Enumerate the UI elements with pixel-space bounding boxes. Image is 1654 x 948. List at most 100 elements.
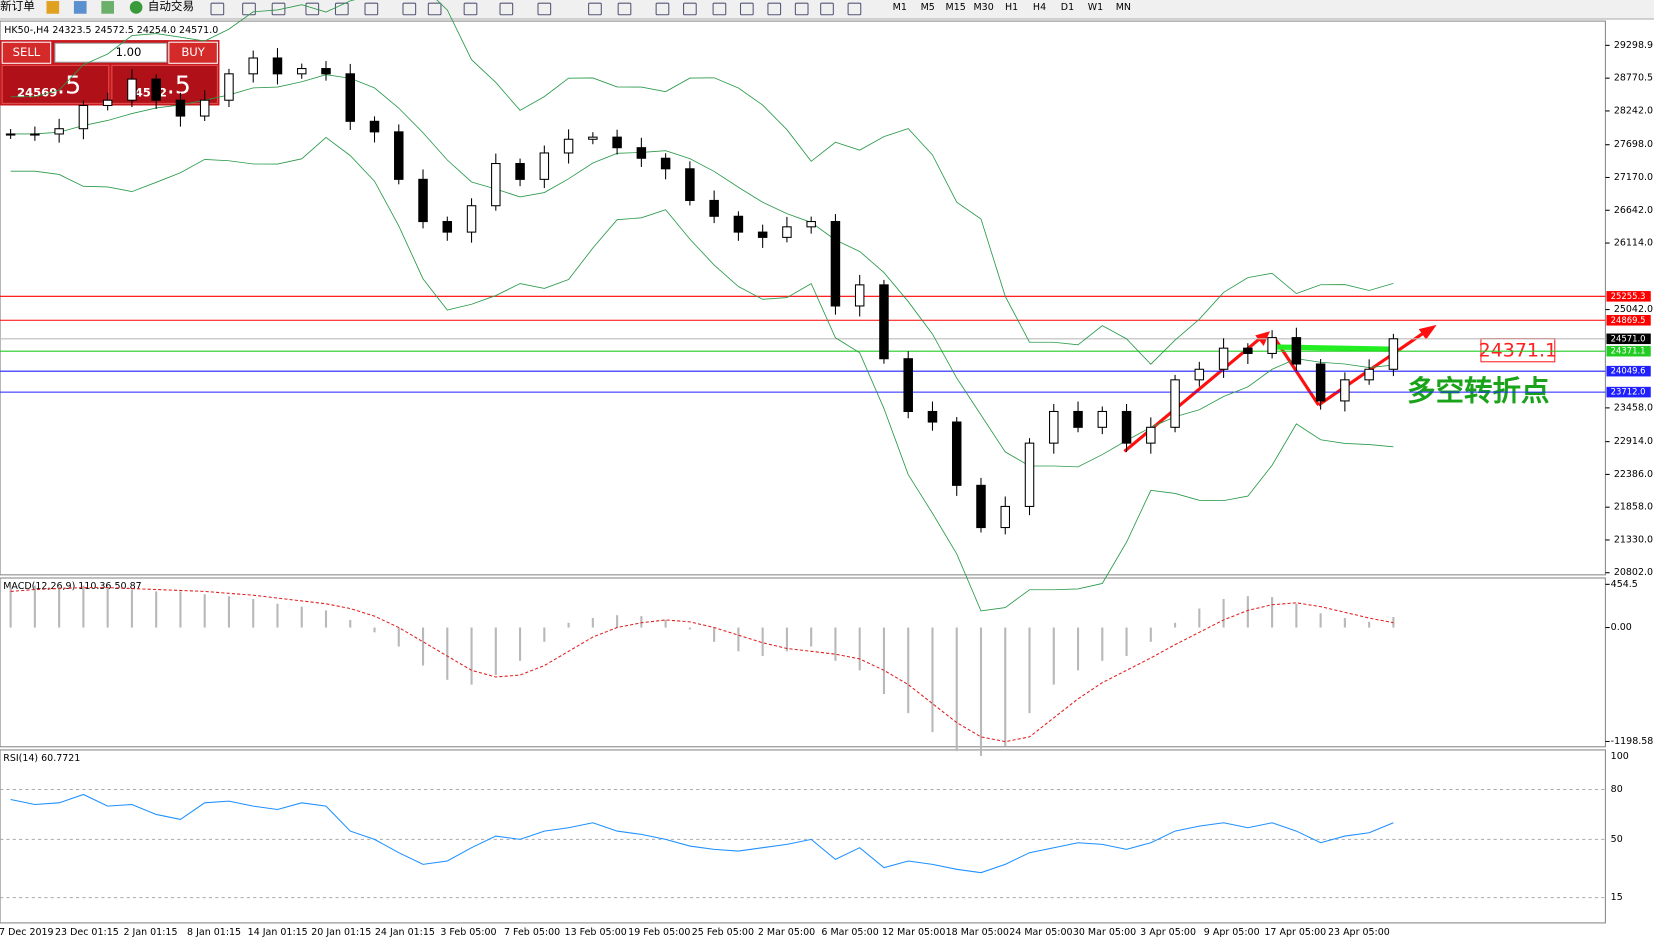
timeframe-button[interactable]: H4 bbox=[1033, 2, 1046, 13]
macd-bar bbox=[1246, 596, 1249, 628]
y-tick-label: 28770.5 bbox=[1614, 73, 1653, 84]
new-order-button[interactable]: 新订单 bbox=[0, 0, 35, 13]
macd-bar bbox=[979, 627, 983, 756]
tool-icon[interactable] bbox=[617, 2, 632, 16]
auto-trading-icon[interactable] bbox=[129, 1, 143, 14]
candle-body bbox=[1146, 426, 1156, 444]
tool-icon[interactable] bbox=[683, 2, 697, 16]
candle-body bbox=[1073, 410, 1083, 428]
timeframe-button[interactable]: D1 bbox=[1061, 2, 1074, 13]
y-tick-label: 27170.0 bbox=[1614, 172, 1653, 183]
macd-bar bbox=[882, 627, 886, 695]
macd-bar bbox=[640, 616, 643, 628]
macd-bar bbox=[785, 627, 788, 652]
level-tag bbox=[1606, 386, 1651, 398]
candle-body bbox=[491, 162, 501, 207]
macd-bar bbox=[931, 627, 934, 733]
sell-button[interactable] bbox=[1, 41, 52, 64]
auto-trading-button[interactable]: 自动交易 bbox=[148, 0, 194, 13]
tool-icon[interactable] bbox=[499, 2, 514, 16]
bollinger-band bbox=[10, 0, 1394, 365]
volume-input[interactable] bbox=[54, 42, 168, 63]
volume[interactable]: 1.00 bbox=[116, 45, 142, 59]
tool-icon[interactable] bbox=[767, 2, 782, 16]
y-tick-label: 21858.0 bbox=[1614, 502, 1653, 513]
arrow-head bbox=[1418, 324, 1437, 340]
arrow bbox=[1123, 334, 1265, 453]
tool-icon[interactable] bbox=[739, 2, 754, 16]
tool-icon[interactable] bbox=[655, 2, 670, 16]
tool-icon[interactable] bbox=[794, 2, 809, 16]
y-tick-label: 100 bbox=[1611, 751, 1629, 762]
macd-bar bbox=[130, 589, 133, 628]
macd-bar bbox=[1125, 627, 1128, 657]
icon[interactable] bbox=[46, 1, 60, 14]
candle-body bbox=[660, 157, 671, 170]
tool-icon[interactable] bbox=[427, 2, 442, 16]
tool-icon[interactable] bbox=[271, 2, 286, 16]
candle-body bbox=[199, 99, 210, 117]
sell-price-pips[interactable]: .5 bbox=[57, 70, 81, 99]
buy-price-pips[interactable]: .5 bbox=[167, 70, 191, 99]
candle-body bbox=[1024, 442, 1035, 507]
candle-body bbox=[1000, 505, 1010, 529]
level-label: 24049.6 bbox=[1611, 366, 1646, 376]
sell-label[interactable]: SELL bbox=[13, 45, 41, 59]
tool-icon[interactable] bbox=[210, 2, 225, 16]
x-tick-label: 12 Mar 05:00 bbox=[882, 927, 945, 938]
timeframe-button[interactable]: W1 bbox=[1088, 2, 1103, 13]
candle-body bbox=[1170, 379, 1180, 428]
candle-body bbox=[685, 168, 695, 201]
candle-body bbox=[854, 284, 865, 307]
timeframe-button[interactable]: M5 bbox=[921, 2, 935, 13]
tool-icon[interactable] bbox=[847, 2, 862, 16]
icon[interactable] bbox=[73, 1, 87, 14]
y-tick-label: 29298.9 bbox=[1614, 40, 1653, 51]
y-tick-label: 25042.0 bbox=[1614, 304, 1653, 315]
x-tick-label: 24 Jan 01:15 bbox=[375, 927, 435, 938]
tool-icon[interactable] bbox=[305, 2, 320, 16]
macd-signal bbox=[10, 587, 1394, 743]
bollinger-band bbox=[10, 136, 1394, 612]
y-tick-label: 26642.0 bbox=[1614, 205, 1653, 216]
macd-frame bbox=[0, 577, 1606, 748]
timeframe-button[interactable]: M1 bbox=[893, 2, 907, 13]
macd-bar bbox=[1295, 603, 1298, 628]
level-label: 23712.0 bbox=[1611, 387, 1646, 397]
macd-bar bbox=[227, 596, 231, 628]
timeframe-button[interactable]: M30 bbox=[973, 2, 993, 13]
macd-bar bbox=[834, 627, 837, 661]
candle-body bbox=[1267, 337, 1277, 354]
tool-icon[interactable] bbox=[364, 2, 379, 16]
candle-body bbox=[1291, 337, 1302, 365]
y-tick-label: -1198.58 bbox=[1611, 736, 1654, 747]
buy-label[interactable]: BUY bbox=[181, 45, 205, 59]
x-tick-label: 30 Mar 05:00 bbox=[1073, 927, 1136, 938]
y-tick-label: 50 bbox=[1611, 834, 1623, 845]
tool-icon[interactable] bbox=[334, 2, 349, 16]
timeframe-button[interactable]: M15 bbox=[946, 2, 966, 13]
tool-icon[interactable] bbox=[820, 2, 834, 16]
candle-body bbox=[1364, 368, 1374, 381]
y-tick-label: 26114.0 bbox=[1614, 238, 1653, 249]
macd-bar bbox=[737, 627, 740, 652]
tool-icon[interactable] bbox=[463, 2, 478, 16]
buy-button[interactable] bbox=[168, 41, 218, 64]
macd-label: MACD(12,26,9) 110.36 50.87 bbox=[3, 581, 141, 592]
chart-header: HK50-,H4 24323.5 24572.5 24254.0 24571.0 bbox=[4, 25, 218, 36]
timeframe-button[interactable]: MN bbox=[1116, 2, 1131, 13]
macd-bar bbox=[1052, 627, 1055, 685]
tool-icon[interactable] bbox=[588, 2, 602, 16]
tool-icon[interactable] bbox=[712, 2, 727, 16]
tool-icon[interactable] bbox=[537, 2, 552, 16]
timeframe-button[interactable]: H1 bbox=[1005, 2, 1018, 13]
x-tick-label: 25 Feb 05:00 bbox=[692, 927, 754, 938]
icon[interactable] bbox=[101, 1, 114, 14]
bollinger-band bbox=[10, 74, 1394, 468]
x-tick-label: 17 Dec 2019 bbox=[0, 927, 54, 938]
candle-body bbox=[539, 152, 550, 180]
tool-icon[interactable] bbox=[402, 2, 417, 16]
candle-body bbox=[830, 221, 841, 307]
level-label: 25255.3 bbox=[1611, 291, 1646, 301]
sell-price[interactable]: 24569 bbox=[17, 85, 57, 99]
